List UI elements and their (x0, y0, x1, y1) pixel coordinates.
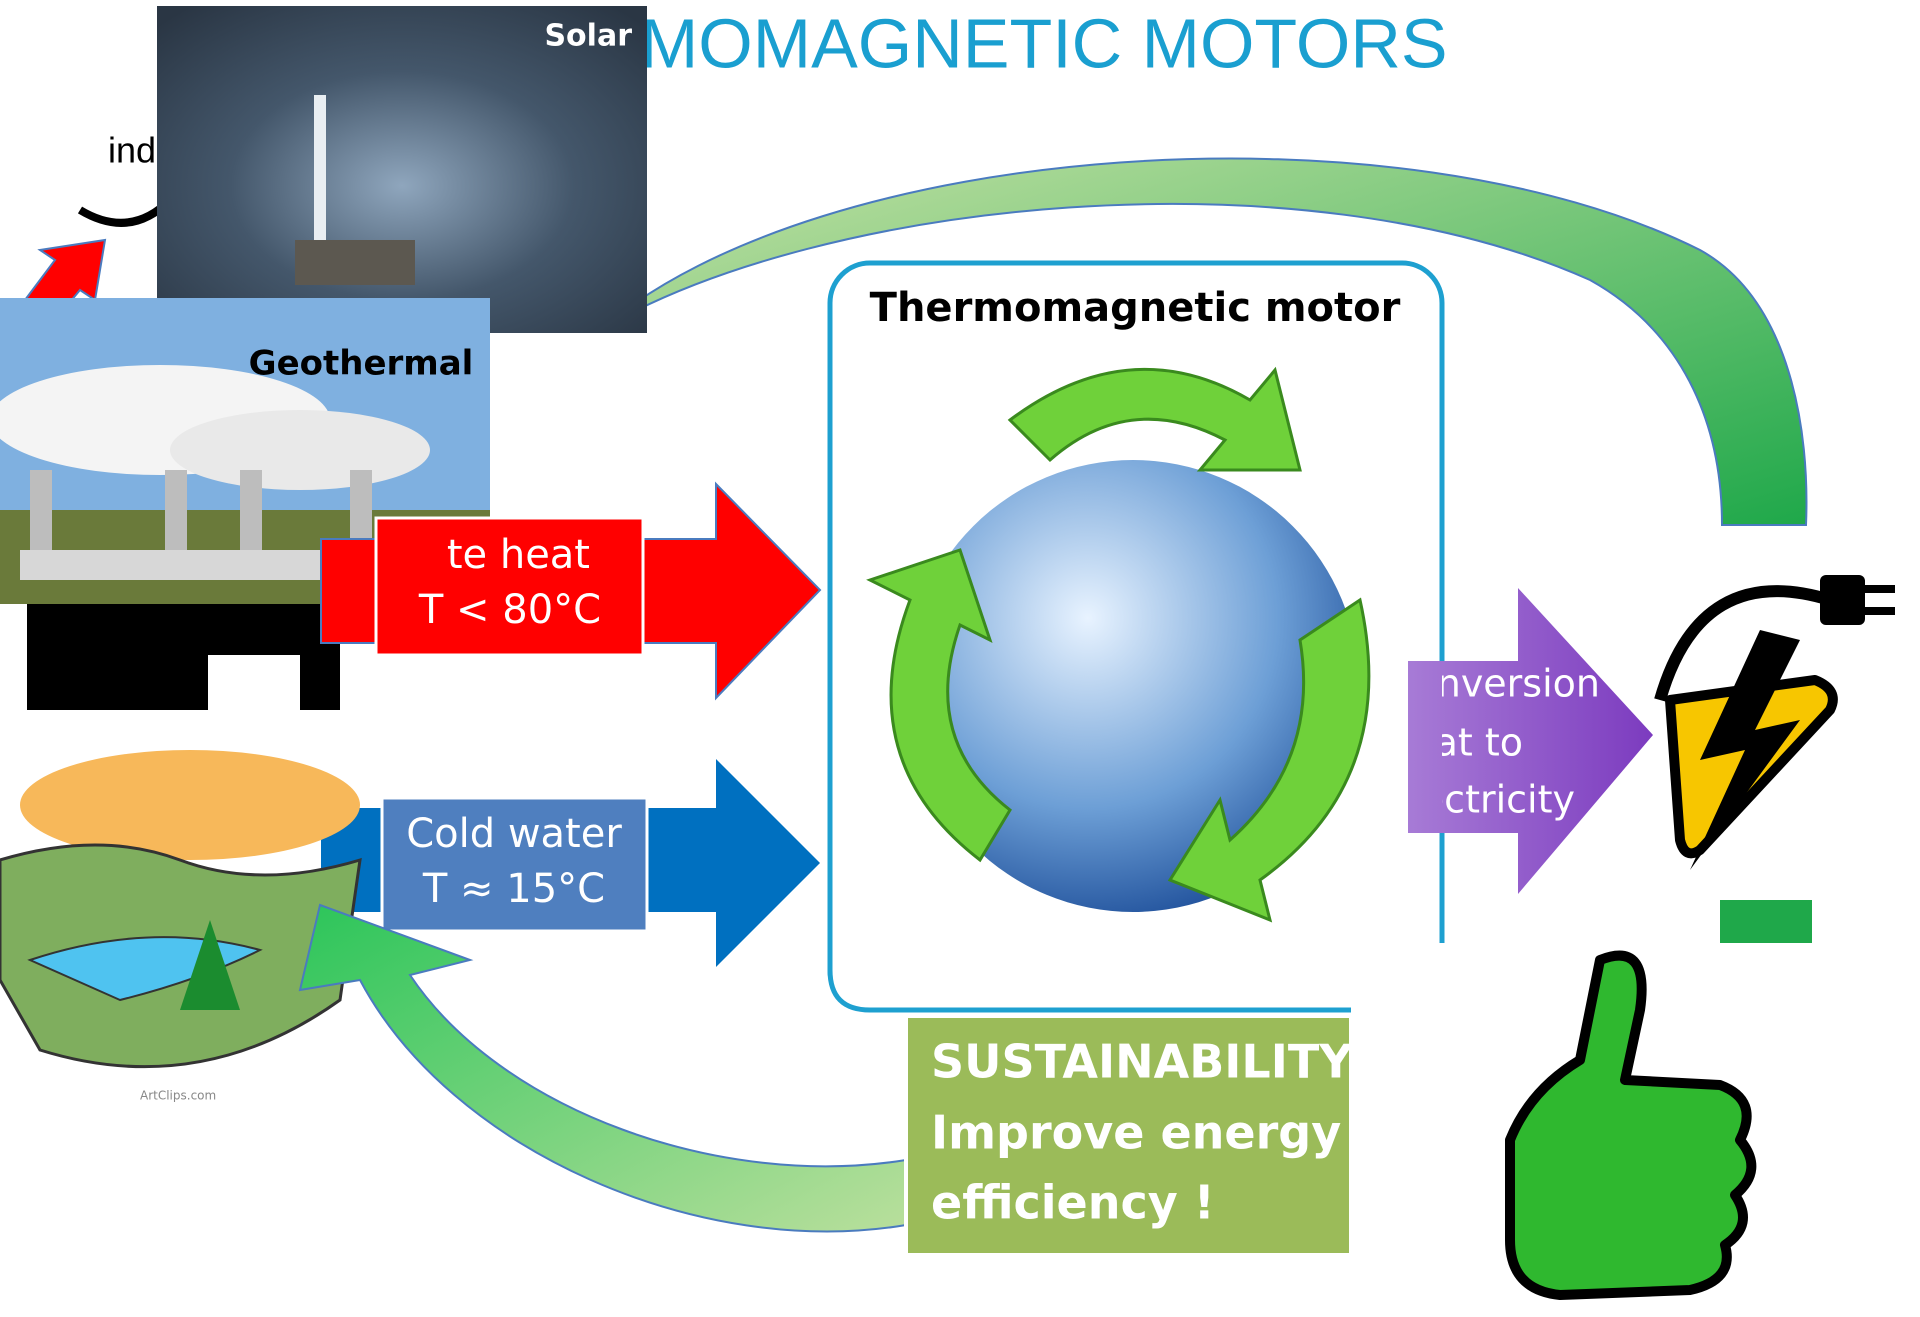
sky (20, 750, 360, 860)
landscape-icon: ArtClips.com (0, 750, 360, 1103)
slide: MOMAGNETIC MOTORS ind Solar Geothermal t… (0, 0, 1920, 1317)
curve (80, 200, 170, 223)
hot-line: T < 80°C (418, 587, 601, 633)
mask (1351, 1000, 1471, 1270)
sustainability-line: efficiency ! (931, 1176, 1215, 1230)
pin (1865, 585, 1895, 593)
motor-title: Thermomagnetic motor (870, 285, 1401, 331)
fragment: ind (108, 130, 156, 171)
arc-end (1720, 900, 1812, 943)
tower (314, 95, 326, 265)
pin (1865, 607, 1895, 615)
hot-line: te heat (447, 532, 590, 578)
sustainability-line: Improve energy (931, 1106, 1341, 1160)
steam (170, 410, 430, 490)
conversion-line: ectricity (1421, 778, 1575, 822)
cold-line: Cold water (406, 811, 622, 857)
geothermal-label: Geothermal (249, 344, 474, 384)
cold-line: T ≈ 15°C (422, 866, 605, 912)
solar-label: Solar (544, 19, 632, 54)
solar-photo: Solar (157, 6, 647, 333)
thumbs-up (1510, 956, 1751, 1295)
page: MOMAGNETIC MOTORS ind Solar Geothermal t… (0, 0, 1920, 1317)
sustainability-line: SUSTAINABILITY (931, 1035, 1353, 1089)
bottom-arrow-arc (300, 905, 906, 1231)
plug (1820, 575, 1865, 625)
factory (27, 604, 340, 710)
title: MOMAGNETIC MOTORS (640, 4, 1448, 82)
plug-icon (1660, 575, 1895, 870)
watermark: ArtClips.com (140, 1089, 216, 1103)
plant (295, 240, 415, 285)
